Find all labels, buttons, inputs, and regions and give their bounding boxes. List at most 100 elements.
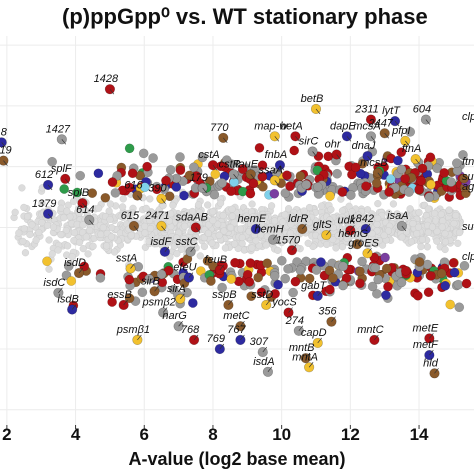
data-point	[441, 245, 449, 254]
data-point	[45, 265, 53, 273]
data-point	[338, 261, 348, 272]
data-point	[396, 147, 407, 158]
gene-label: suf	[462, 171, 474, 183]
data-point	[316, 257, 326, 267]
data-point	[119, 195, 127, 203]
data-point	[57, 231, 65, 239]
leader-line	[161, 225, 166, 232]
data-point	[38, 199, 46, 207]
data-point	[301, 179, 312, 190]
data-point	[173, 250, 181, 258]
data-point	[404, 187, 414, 197]
data-point	[373, 220, 381, 228]
leader-line	[434, 368, 439, 374]
data-point	[140, 182, 150, 193]
gene-label: 2311	[354, 104, 379, 116]
leader-line	[298, 325, 304, 332]
data-point	[124, 143, 135, 154]
leader-line	[137, 334, 142, 341]
data-point	[217, 282, 227, 293]
leader-line	[202, 187, 207, 194]
data-point	[248, 200, 256, 208]
x-tick-label: 6	[140, 425, 149, 444]
data-point	[75, 170, 86, 181]
data-point	[221, 244, 229, 252]
gene-label: ftn	[462, 156, 474, 168]
data-point	[440, 280, 451, 291]
data-point	[454, 302, 465, 313]
data-point	[146, 195, 154, 203]
data-point	[332, 168, 342, 179]
data-point	[428, 223, 437, 231]
gene-label: ohr	[325, 139, 342, 151]
data-point	[95, 204, 103, 212]
leader-line	[425, 119, 431, 125]
leader-line	[71, 304, 77, 310]
x-axis-label: A-value (log2 base mean)	[128, 449, 345, 469]
data-point	[179, 190, 189, 201]
data-point	[372, 288, 382, 299]
gene-label: clp2	[462, 251, 474, 263]
leader-line	[267, 366, 273, 373]
leader-line	[429, 349, 434, 356]
data-point	[361, 181, 371, 192]
label-leaders	[1, 88, 439, 374]
leader-line	[374, 334, 379, 341]
data-point	[332, 244, 340, 252]
data-point	[100, 192, 111, 203]
data-point	[311, 265, 322, 275]
data-point	[20, 225, 28, 233]
data-point	[106, 215, 114, 223]
gene-label: 767	[227, 324, 246, 336]
data-point	[257, 171, 268, 182]
data-point	[436, 268, 447, 279]
data-point	[417, 163, 428, 174]
data-point	[57, 204, 65, 212]
data-point	[245, 258, 256, 268]
data-point	[200, 242, 209, 251]
leader-line	[133, 225, 139, 232]
gene-label: isdF	[150, 236, 172, 248]
data-point	[226, 186, 236, 197]
leader-line	[61, 139, 67, 145]
data-point	[374, 214, 382, 222]
leader-line	[180, 293, 185, 300]
data-point	[82, 233, 90, 241]
gene-label: isdD	[64, 257, 86, 269]
data-point	[0, 155, 9, 166]
data-point	[248, 178, 259, 189]
data-point	[406, 205, 414, 213]
data-point	[285, 205, 293, 213]
data-point	[426, 271, 436, 281]
data-point	[380, 231, 388, 239]
gene-label: gabT	[301, 280, 327, 292]
data-point	[286, 229, 295, 237]
data-point	[269, 270, 280, 281]
gene-label: 768	[181, 324, 200, 336]
data-point	[262, 258, 273, 269]
data-point	[314, 221, 322, 229]
data-point	[93, 168, 104, 179]
gene-label: agr	[462, 181, 474, 193]
data-point	[262, 241, 270, 249]
data-point	[325, 284, 335, 295]
data-point	[450, 220, 458, 228]
data-point	[18, 184, 26, 192]
data-point	[47, 156, 57, 167]
leader-line	[195, 227, 201, 233]
gene-label: sirB	[141, 275, 160, 287]
data-point	[269, 188, 280, 199]
data-point	[431, 209, 439, 218]
data-point	[245, 188, 256, 199]
gene-label: 356	[318, 306, 337, 318]
gene-label: lytT	[382, 105, 401, 117]
gene-label: dapE	[330, 120, 356, 132]
data-point	[383, 281, 393, 292]
data-point	[343, 234, 351, 243]
leader-line	[123, 299, 128, 306]
data-point	[236, 225, 245, 233]
data-point	[425, 152, 436, 163]
leader-line	[228, 299, 233, 306]
x-tick-label: 12	[341, 425, 360, 444]
gene-label: 1428	[94, 73, 119, 85]
